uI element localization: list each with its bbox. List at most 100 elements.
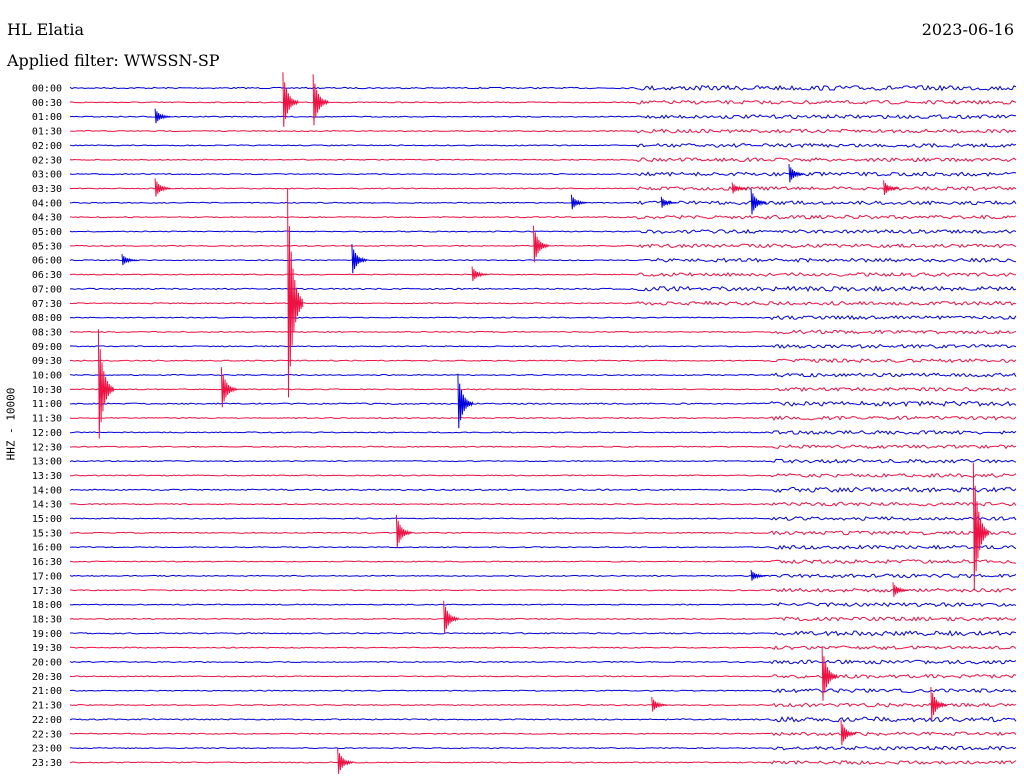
time-label: 19:00 <box>32 629 62 640</box>
trace-line <box>69 629 1017 637</box>
time-label: 11:30 <box>32 414 62 425</box>
trace-line <box>69 444 1017 450</box>
time-label: 03:00 <box>32 170 62 181</box>
trace-line <box>69 358 1017 364</box>
trace-line <box>69 228 1017 234</box>
time-label: 04:00 <box>32 198 62 209</box>
time-label: 03:30 <box>32 184 62 195</box>
time-label: 10:00 <box>32 371 62 382</box>
trace-line <box>69 142 1017 149</box>
time-label: 14:30 <box>32 500 62 511</box>
time-label: 14:00 <box>32 485 62 496</box>
seismic-event <box>337 748 354 774</box>
trace-line <box>69 400 1017 407</box>
record-date: 2023-06-16 <box>921 20 1014 39</box>
time-label: 23:30 <box>32 758 62 769</box>
time-label: 12:30 <box>32 442 62 453</box>
time-label: 06:30 <box>32 270 62 281</box>
time-label: 01:00 <box>32 112 62 123</box>
seismic-event <box>883 180 900 196</box>
trace-line <box>69 544 1017 550</box>
trace-line <box>69 659 1017 665</box>
time-label: 17:30 <box>32 586 62 597</box>
time-label: 15:00 <box>32 514 62 525</box>
trace-line <box>69 157 1017 163</box>
time-label: 07:30 <box>32 299 62 310</box>
trace-line <box>69 200 1017 206</box>
time-label: 12:00 <box>32 428 62 439</box>
trace-line <box>69 128 1017 134</box>
seismic-event <box>660 196 677 208</box>
trace-line <box>69 415 1017 421</box>
seismic-event <box>892 582 909 597</box>
time-label: 08:00 <box>32 313 62 324</box>
time-label: 13:30 <box>32 471 62 482</box>
seismic-event <box>930 686 947 720</box>
station-name: HL Elatia <box>7 20 85 39</box>
trace-line <box>69 114 1017 120</box>
seismic-event <box>121 254 138 266</box>
time-label: 08:30 <box>32 327 62 338</box>
trace-line <box>69 731 1017 737</box>
seismic-event <box>154 178 171 197</box>
trace-line <box>69 530 1017 536</box>
seismic-event <box>457 373 474 429</box>
time-label: 15:30 <box>32 528 62 539</box>
time-label: 19:30 <box>32 643 62 654</box>
time-label: 05:00 <box>32 227 62 238</box>
time-label: 16:00 <box>32 543 62 554</box>
trace-line <box>69 372 1017 378</box>
trace-line <box>69 285 1017 293</box>
time-label: 20:30 <box>32 672 62 683</box>
trace-line <box>69 516 1017 521</box>
time-label: 09:00 <box>32 342 62 353</box>
trace-line <box>69 185 1017 192</box>
filter-label: Applied filter: WWSSN-SP <box>7 51 220 70</box>
time-label: 21:00 <box>32 686 62 697</box>
seismic-event <box>312 74 329 126</box>
time-label: 17:00 <box>32 571 62 582</box>
trace-line <box>69 171 1017 177</box>
trace-line <box>69 688 1017 694</box>
trace-line <box>69 645 1017 651</box>
time-label: 22:30 <box>32 729 62 740</box>
trace-line <box>69 486 1017 493</box>
time-label: 00:30 <box>32 98 62 109</box>
seismic-event <box>821 646 838 701</box>
time-label: 06:00 <box>32 256 62 267</box>
seismic-event <box>651 696 668 712</box>
seismic-event <box>443 600 460 634</box>
trace-line <box>69 315 1017 321</box>
trace-line <box>69 386 1017 393</box>
trace-line <box>69 84 1017 92</box>
trace-line <box>69 616 1017 622</box>
time-label: 21:30 <box>32 701 62 712</box>
trace-line <box>69 257 1017 263</box>
trace-line <box>69 745 1017 751</box>
trace-line <box>69 558 1017 565</box>
trace-line <box>69 587 1017 593</box>
seismic-event <box>471 266 488 282</box>
trace-line <box>69 673 1017 679</box>
time-label: 01:30 <box>32 127 62 138</box>
seismic-event <box>533 225 550 263</box>
time-label: 02:30 <box>32 155 62 166</box>
time-label: 20:00 <box>32 658 62 669</box>
trace-line <box>69 716 1017 723</box>
trace-line <box>69 602 1017 608</box>
trace-line <box>69 343 1017 349</box>
seismic-event <box>220 367 238 408</box>
trace-line <box>69 702 1017 708</box>
time-label: 00:00 <box>32 84 62 95</box>
trace-line <box>69 214 1017 220</box>
time-label: 07:00 <box>32 284 62 295</box>
seismic-event <box>570 194 587 210</box>
trace-line <box>69 573 1017 579</box>
trace-line <box>69 759 1017 765</box>
time-label: 02:00 <box>32 141 62 152</box>
trace-line <box>69 300 1017 306</box>
trace-line <box>69 99 1017 105</box>
seismic-event <box>750 569 767 581</box>
seismic-event <box>282 72 299 127</box>
